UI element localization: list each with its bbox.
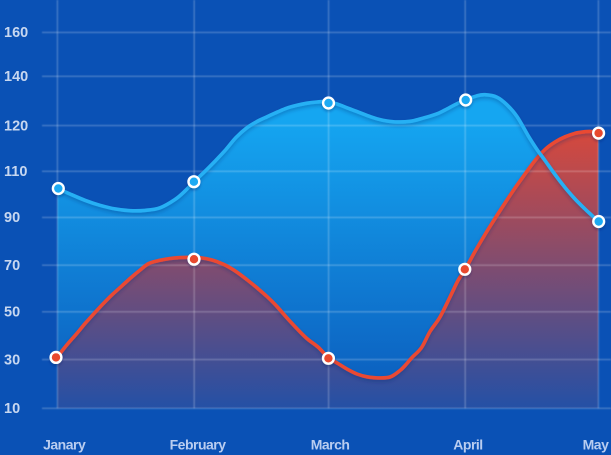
svg-text:50: 50 bbox=[4, 305, 20, 321]
svg-text:10: 10 bbox=[4, 401, 20, 417]
svg-text:May: May bbox=[583, 437, 609, 453]
svg-text:70: 70 bbox=[4, 258, 20, 274]
svg-text:120: 120 bbox=[4, 118, 28, 134]
svg-text:110: 110 bbox=[4, 164, 27, 180]
svg-text:March: March bbox=[311, 437, 350, 453]
svg-text:30: 30 bbox=[4, 352, 20, 368]
svg-text:160: 160 bbox=[4, 25, 28, 41]
svg-text:February: February bbox=[170, 437, 227, 453]
svg-text:90: 90 bbox=[4, 210, 20, 226]
svg-text:Janary: Janary bbox=[43, 437, 86, 453]
svg-text:April: April bbox=[453, 437, 482, 453]
svg-text:140: 140 bbox=[4, 69, 28, 85]
